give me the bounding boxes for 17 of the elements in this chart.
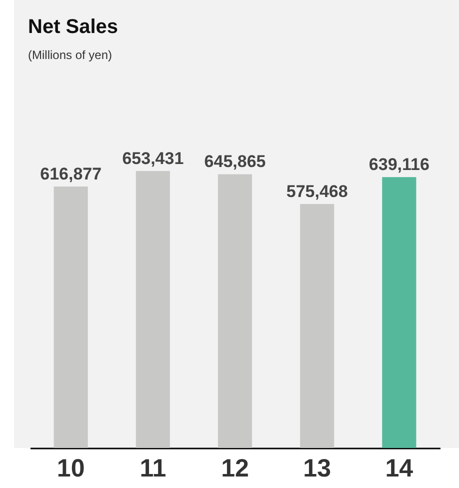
bar	[218, 174, 252, 448]
bar	[54, 186, 88, 448]
data-label: 616,877	[40, 164, 102, 184]
data-label: 645,865	[204, 152, 266, 172]
bar	[136, 171, 170, 448]
data-label: 653,431	[122, 149, 184, 168]
data-label: 639,116	[368, 155, 430, 174]
x-tick-label: 14	[385, 454, 414, 482]
x-tick-label: 12	[221, 454, 249, 482]
bar	[300, 204, 334, 448]
chart-subtitle: (Millions of yen)	[28, 48, 112, 62]
chart-title: Net Sales	[28, 16, 118, 39]
x-tick-label: 11	[140, 454, 166, 482]
data-label: 575,468	[286, 182, 348, 202]
bar	[382, 177, 416, 448]
x-tick-label: 13	[303, 454, 331, 482]
x-tick-label: 10	[56, 454, 85, 482]
